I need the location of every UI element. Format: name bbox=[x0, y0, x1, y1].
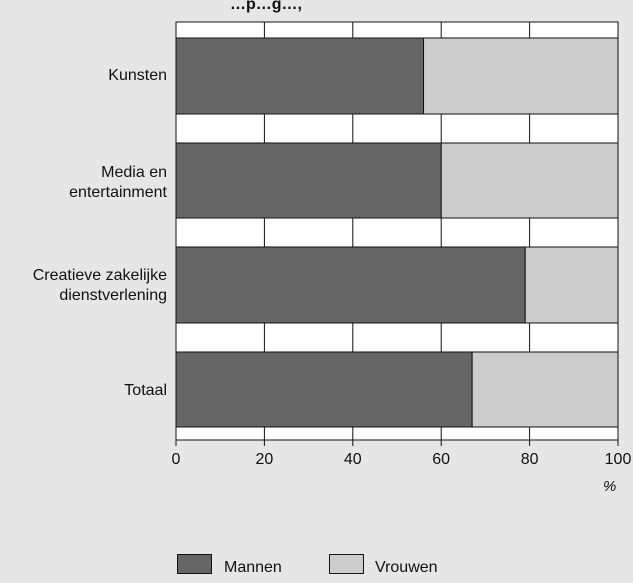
legend-swatch-mannen bbox=[177, 554, 212, 574]
bar-vrouwen-2 bbox=[440, 142, 619, 219]
x-tick-label: 20 bbox=[255, 451, 274, 468]
category-label-line: Kunsten bbox=[108, 67, 167, 84]
legend-swatch-vrouwen bbox=[329, 554, 364, 574]
legend-label-mannen: Mannen bbox=[224, 559, 282, 576]
chart-title: …p…g…, bbox=[230, 0, 302, 13]
x-tick-label: 80 bbox=[520, 451, 539, 468]
bar-mannen-1 bbox=[175, 37, 425, 115]
x-tick-label: 0 bbox=[171, 451, 181, 468]
category-label-creatieve: Creatieve zakelijke dienstverlening bbox=[33, 266, 167, 306]
category-label-line: Totaal bbox=[124, 382, 167, 399]
category-label-line: entertainment bbox=[69, 184, 167, 201]
category-label-kunsten: Kunsten bbox=[108, 66, 167, 86]
x-tick-label: 40 bbox=[343, 451, 362, 468]
category-label-line: Media en bbox=[101, 164, 167, 181]
category-label-media: Media en entertainment bbox=[69, 163, 167, 203]
bar-mannen-3 bbox=[175, 246, 526, 324]
category-label-line: dienstverlening bbox=[59, 287, 167, 304]
x-tick-label: 100 bbox=[604, 451, 632, 468]
category-label-totaal: Totaal bbox=[124, 381, 167, 401]
bar-vrouwen-3 bbox=[524, 246, 619, 324]
x-axis-unit: % bbox=[603, 478, 617, 495]
bar-vrouwen-1 bbox=[423, 37, 619, 115]
bar-vrouwen-4 bbox=[471, 351, 619, 428]
bar-mannen-2 bbox=[175, 142, 442, 219]
legend-label-vrouwen: Vrouwen bbox=[375, 559, 438, 576]
bar-mannen-4 bbox=[175, 351, 473, 428]
x-tick-label: 60 bbox=[432, 451, 451, 468]
plot-frame bbox=[175, 21, 619, 441]
category-label-line: Creatieve zakelijke bbox=[32, 267, 167, 284]
